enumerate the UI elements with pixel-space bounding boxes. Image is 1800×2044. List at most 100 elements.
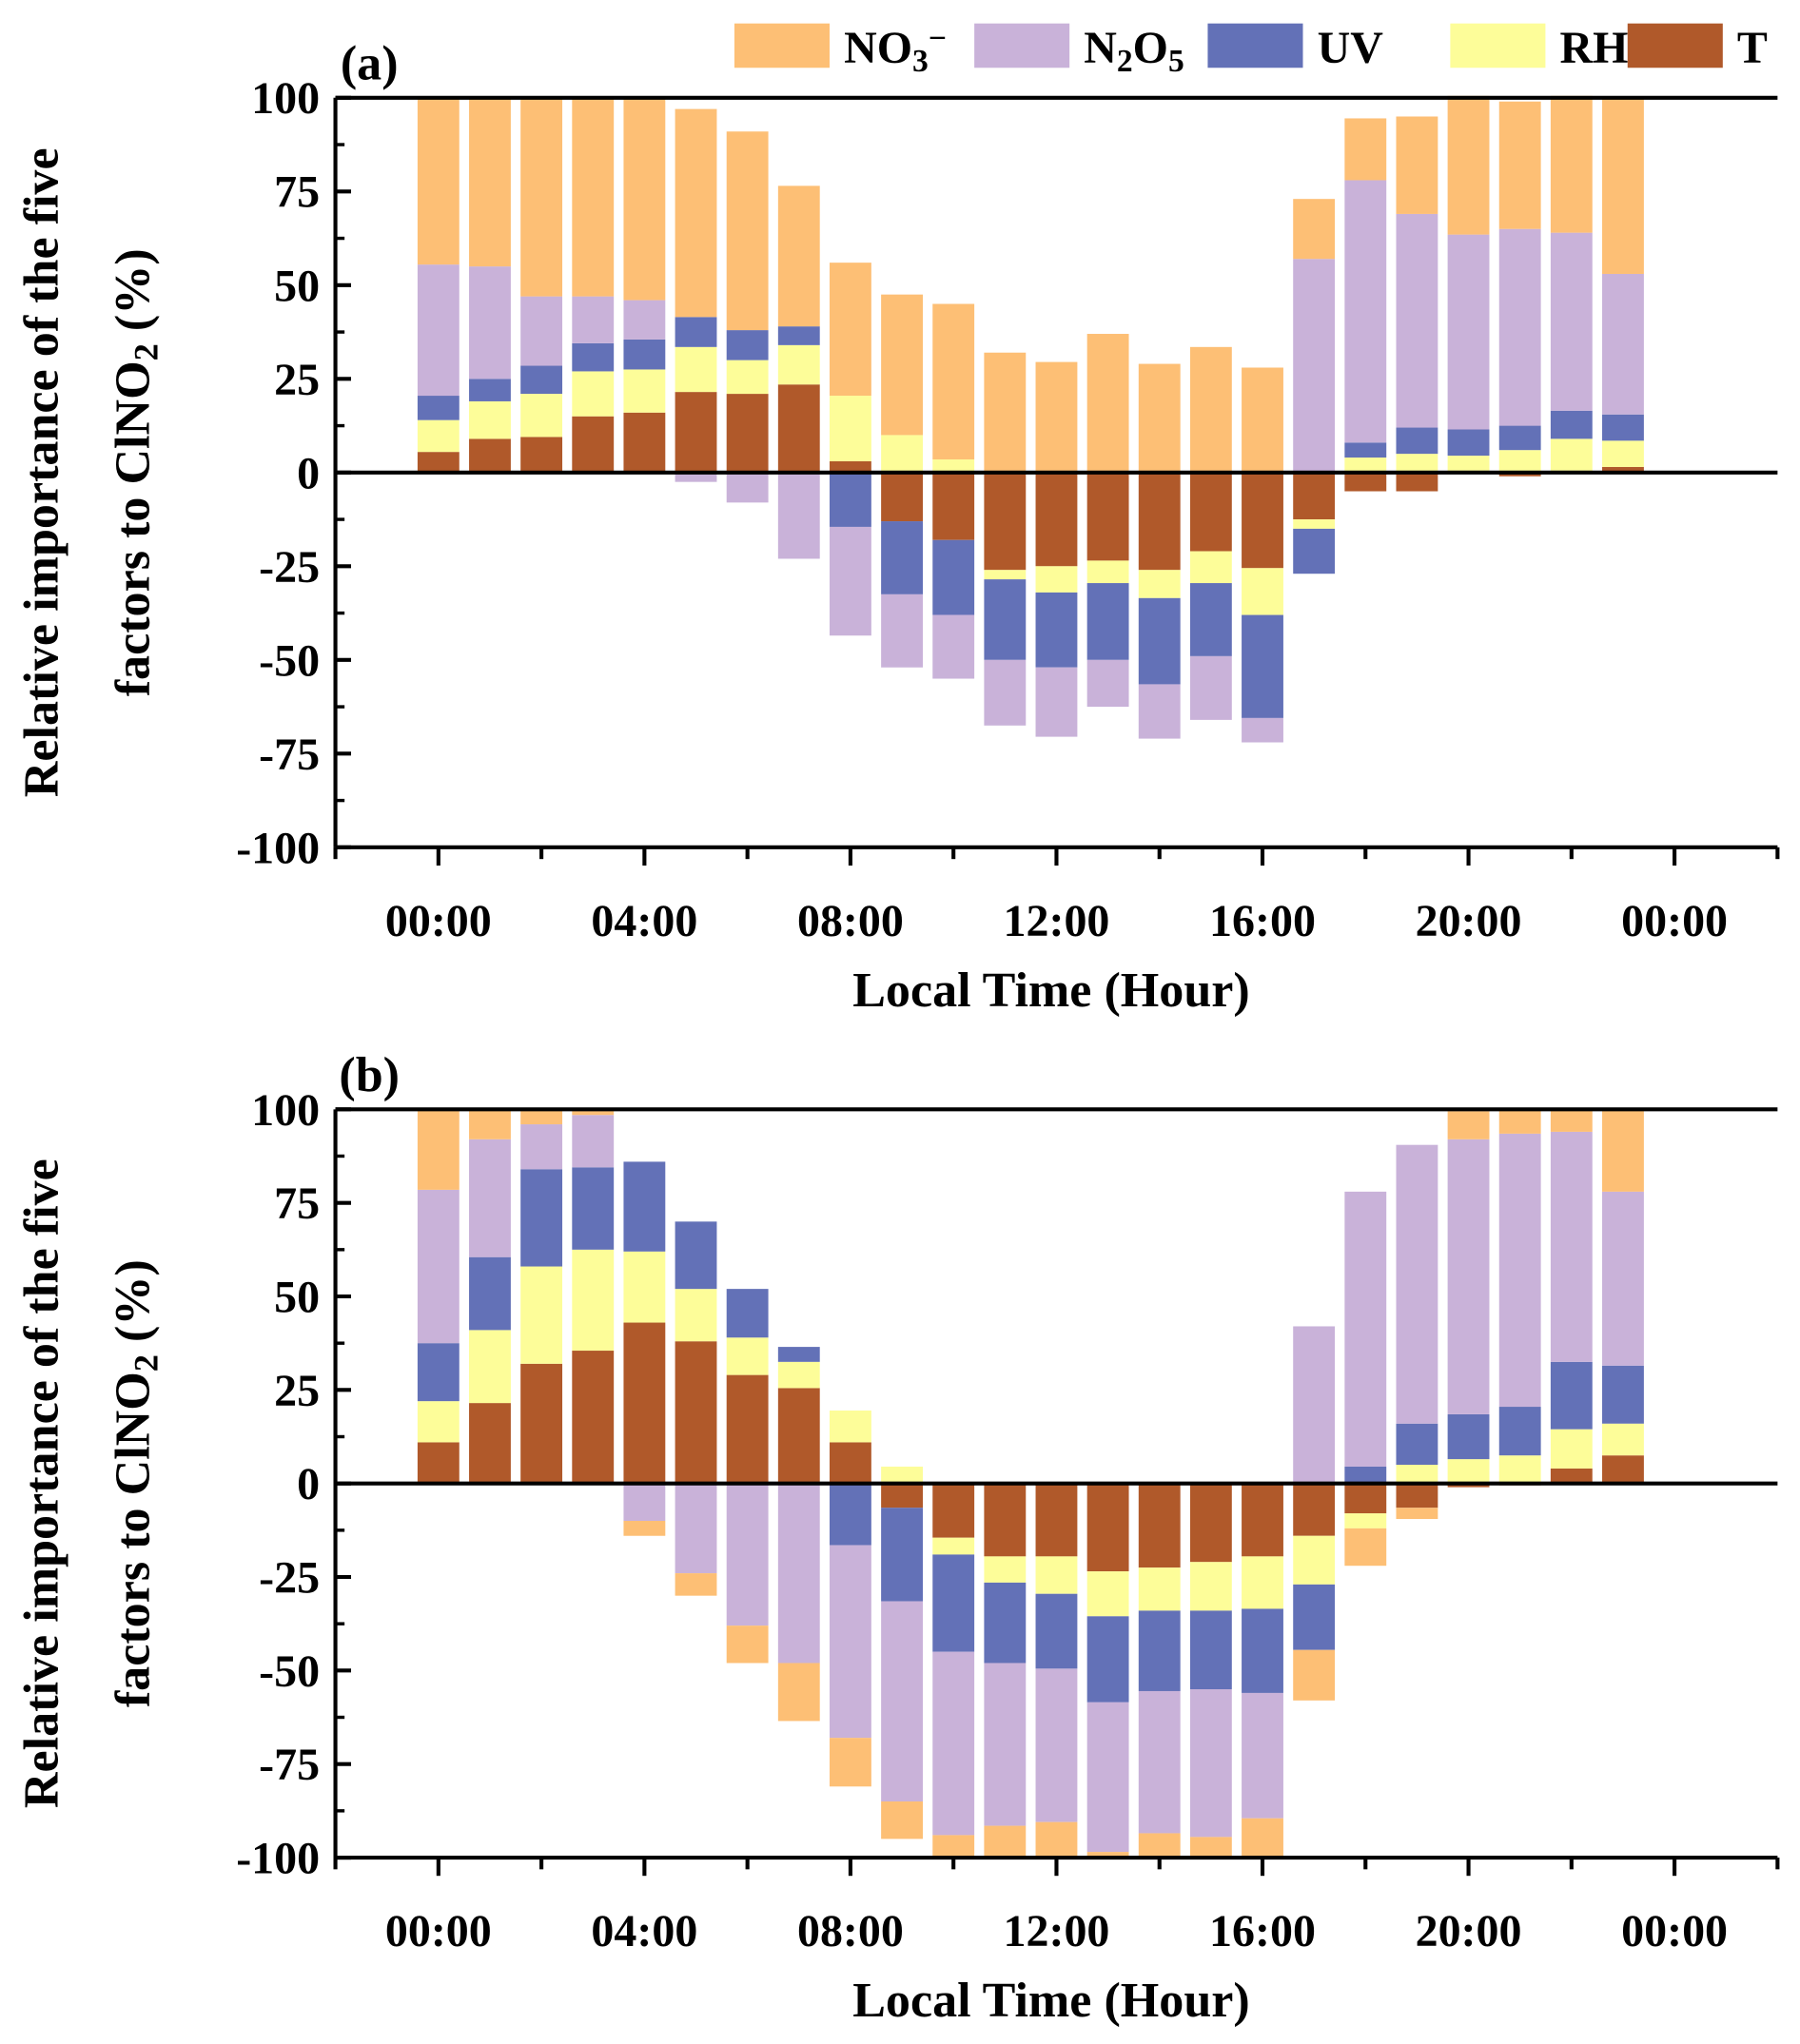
bar-no3-h5	[675, 108, 717, 318]
bar-n2o5-h20	[1447, 1139, 1490, 1414]
y-axis-label: factors to ClNO2 (%)	[107, 1259, 166, 1707]
x-tick-label: 12:00	[1004, 1906, 1110, 1956]
panel-a: 100 75 50 25 0 -25 -50 -75 -100 00:00 04:00 08:00 12…	[15, 37, 1780, 1018]
y-tick-label: -75	[259, 730, 320, 780]
bar-rh-h11	[984, 570, 1027, 580]
bar-rh-h17	[1293, 519, 1336, 529]
x-tick-label: 00:00	[1621, 896, 1728, 946]
bar-t-h0	[417, 1442, 460, 1484]
bar-no3-h1	[469, 97, 511, 267]
bar-no3-h19	[1396, 116, 1438, 214]
bar-t-h13	[1086, 1483, 1129, 1572]
bar-no3-h11	[984, 352, 1027, 473]
bar-n2o5-h12	[1035, 667, 1078, 737]
x-axis-label: Local Time (Hour)	[852, 1974, 1250, 2028]
bar-t-h6	[726, 394, 769, 473]
bar-uv-h9	[881, 521, 923, 594]
bar-t-h9	[881, 472, 923, 522]
bar-uv-h15	[1189, 1610, 1232, 1690]
legend-swatch	[734, 23, 830, 68]
bar-t-h2	[520, 437, 563, 473]
bar-t-h7	[777, 384, 820, 473]
bar-uv-h14	[1138, 597, 1181, 685]
legend-swatch	[1627, 23, 1723, 68]
bar-uv-h17	[1293, 1584, 1336, 1650]
bar-rh-h0	[417, 1401, 460, 1443]
bar-t-h10	[932, 472, 975, 540]
bar-t-h8	[829, 460, 871, 473]
x-tick-label: 16:00	[1209, 1906, 1316, 1956]
bar-n2o5-h10	[932, 614, 975, 679]
bar-no3-h15	[1189, 346, 1232, 473]
bar-n2o5-h6	[726, 472, 769, 503]
bar-no3-h15	[1189, 1837, 1232, 1859]
bar-n2o5-h20	[1447, 234, 1490, 430]
bar-no3-h9	[881, 294, 923, 436]
bar-t-h6	[726, 1374, 769, 1484]
bar-n2o5-h8	[829, 526, 871, 636]
bar-uv-h13	[1086, 583, 1129, 660]
bar-no3-h8	[829, 263, 871, 397]
bar-uv-h17	[1293, 528, 1336, 574]
bar-rh-h7	[777, 1361, 820, 1389]
bar-rh-h10	[932, 1537, 975, 1555]
bar-no3-h2	[520, 1109, 563, 1125]
bar-no3-h7	[777, 185, 820, 327]
bar-uv-h8	[829, 1483, 871, 1546]
x-tick-label: 08:00	[797, 1906, 904, 1956]
bar-n2o5-h3	[572, 296, 615, 343]
y-tick-label: -25	[259, 542, 320, 593]
bar-rh-h20	[1447, 456, 1490, 471]
legend-item: UV	[1207, 23, 1383, 73]
bar-t-h23	[1602, 1455, 1644, 1484]
bar-no3-h0	[417, 97, 460, 265]
bar-uv-h12	[1035, 592, 1078, 668]
bar-no3-h5	[675, 1573, 717, 1596]
bar-t-h15	[1189, 1483, 1232, 1563]
bar-uv-h7	[777, 326, 820, 345]
bar-n2o5-h10	[932, 1651, 975, 1836]
bar-uv-h16	[1242, 614, 1283, 718]
bar-uv-h18	[1344, 1466, 1387, 1484]
panel-label: (a)	[341, 37, 399, 91]
bar-n2o5-h6	[726, 1483, 769, 1626]
y-tick-label: 100	[251, 1085, 320, 1136]
bar-n2o5-h3	[572, 1115, 615, 1168]
y-tick-label: -25	[259, 1552, 320, 1603]
bar-rh-h20	[1447, 1459, 1490, 1484]
legend-label: NO3−	[844, 20, 947, 78]
y-tick-label: -100	[236, 823, 320, 873]
bar-n2o5-h8	[829, 1545, 871, 1739]
bar-no3-h16	[1242, 367, 1283, 473]
bar-rh-h4	[623, 369, 666, 413]
bar-no3-h12	[1035, 1821, 1078, 1859]
bar-n2o5-h22	[1550, 232, 1593, 411]
y-axis-label: factors to ClNO2 (%)	[107, 248, 166, 696]
bar-no3-h18	[1344, 118, 1387, 181]
bar-n2o5-h14	[1138, 1690, 1181, 1834]
bar-n2o5-h11	[984, 1663, 1027, 1826]
bar-n2o5-h1	[469, 1139, 511, 1257]
y-tick-label: 25	[274, 355, 320, 405]
bar-n2o5-h19	[1396, 213, 1438, 428]
bar-n2o5-h22	[1550, 1131, 1593, 1362]
bar-t-h10	[932, 1483, 975, 1538]
bar-no3-h20	[1447, 95, 1490, 235]
bar-n2o5-h16	[1242, 717, 1283, 743]
y-tick-label: -100	[236, 1833, 320, 1883]
bar-n2o5-h13	[1086, 1702, 1129, 1853]
y-tick-label: -50	[259, 1646, 320, 1697]
bar-t-h9	[881, 1483, 923, 1509]
bar-uv-h7	[777, 1347, 820, 1362]
bar-n2o5-h16	[1242, 1692, 1283, 1819]
bar-n2o5-h18	[1344, 1191, 1387, 1467]
bar-rh-h6	[726, 1337, 769, 1375]
x-tick-label: 00:00	[385, 1906, 492, 1956]
bar-uv-h19	[1396, 427, 1438, 455]
bar-no3-h17	[1293, 1649, 1336, 1701]
bar-uv-h18	[1344, 442, 1387, 458]
x-tick-label: 08:00	[797, 896, 904, 946]
bar-rh-h15	[1189, 551, 1232, 584]
bar-no3-h23	[1602, 1109, 1644, 1192]
bar-n2o5-h2	[520, 296, 563, 366]
